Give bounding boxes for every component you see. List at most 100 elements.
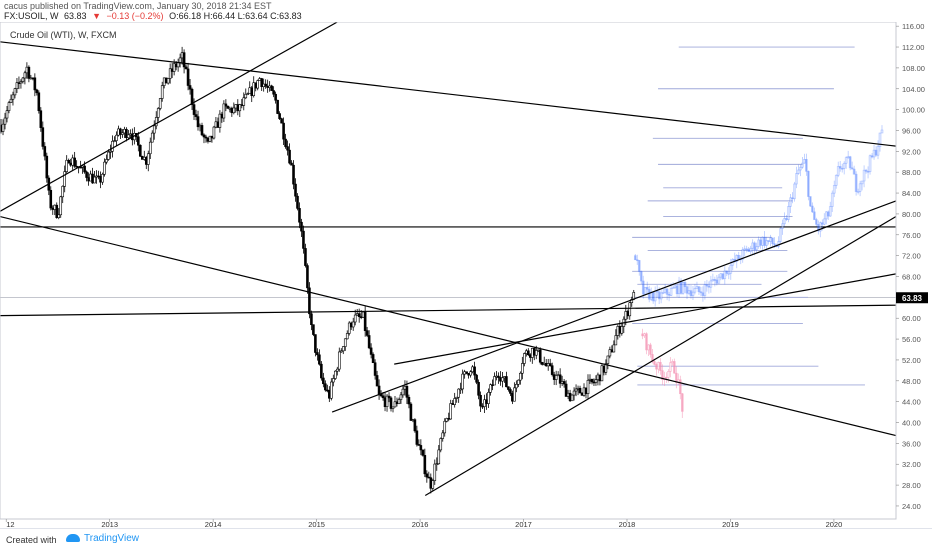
projection-up-candle-body	[805, 159, 808, 172]
price-candle-body	[461, 373, 464, 390]
projection-up-candle-body	[633, 255, 637, 261]
price-candle-body	[137, 136, 140, 146]
price-candle-body	[433, 463, 437, 481]
price-candle	[628, 301, 632, 320]
projection-up-candle-body	[787, 206, 790, 220]
price-candle	[493, 372, 496, 386]
trendline	[331, 200, 897, 413]
projection-up-candle-body	[807, 171, 810, 197]
projection-up-candle-body	[749, 247, 752, 252]
price-candle	[443, 418, 447, 437]
price-candle	[548, 358, 552, 367]
price-candle	[160, 81, 164, 102]
price-candle	[125, 127, 128, 142]
price-candle-body	[125, 128, 128, 139]
projection-up-candle	[801, 157, 804, 169]
projection-up-candle-body	[858, 183, 862, 192]
price-candle-body	[184, 66, 188, 70]
price-candle-body	[158, 98, 162, 109]
price-candle	[252, 76, 256, 98]
projection-up-candle-body	[763, 236, 766, 246]
projection-up-candle	[826, 210, 830, 220]
price-candle-body	[186, 68, 190, 86]
projection-up-candle	[643, 287, 647, 296]
price-candle	[5, 106, 9, 123]
price-candle	[7, 100, 11, 114]
price-candle	[300, 218, 303, 238]
price-candle	[515, 380, 518, 393]
price-candle	[194, 109, 198, 121]
price-candle-body	[3, 117, 7, 125]
projection-up-candle	[872, 144, 876, 160]
y-tick-label: 40.00	[902, 419, 921, 428]
price-candle	[168, 63, 172, 84]
projection-up-candle-body	[838, 166, 842, 169]
projection-up-candle	[866, 166, 870, 179]
price-candle-body	[39, 110, 43, 128]
price-candle-body	[113, 140, 116, 142]
price-candle	[256, 79, 260, 91]
projection-up-candle-body	[842, 162, 846, 169]
price-candle-body	[515, 384, 518, 389]
projection-up-candle-body	[866, 170, 870, 173]
projection-up-candle-body	[751, 242, 754, 249]
trendline	[0, 41, 897, 147]
price-candle-body	[391, 406, 395, 409]
x-tick-label: 2014	[205, 520, 222, 528]
price-candle-body	[445, 418, 449, 422]
price-candle-body	[208, 135, 212, 142]
price-candle-body	[357, 313, 361, 317]
projection-up-candle-body	[868, 155, 872, 172]
price-candle	[371, 352, 375, 364]
price-candle	[312, 324, 315, 337]
projection-up-candle	[864, 168, 868, 174]
price-candle-body	[479, 394, 482, 407]
price-candle	[387, 392, 391, 403]
price-candle-body	[439, 438, 443, 451]
price-candle	[578, 385, 582, 394]
price-candle	[45, 152, 49, 183]
price-candle-body	[369, 347, 373, 355]
price-candle	[401, 385, 405, 398]
price-candle-body	[57, 214, 61, 218]
projection-up-candle	[834, 174, 838, 189]
projection-up-candle-body	[846, 156, 850, 159]
projection-up-candle	[687, 283, 691, 296]
price-candle-body	[312, 324, 315, 335]
projection-up-candle	[721, 273, 725, 281]
price-candle-body	[606, 355, 610, 364]
price-candle	[407, 394, 411, 409]
projection-up-candle-body	[677, 280, 681, 295]
price-candle	[391, 406, 395, 413]
projection-down-candle-body	[675, 372, 678, 383]
price-candle-body	[594, 379, 598, 383]
price-candle-body	[548, 363, 552, 366]
chart-area[interactable]: 116.00 112.00 108.00 104.00 100.00 96.00 92.00…	[0, 21, 932, 529]
price-candle	[302, 225, 305, 254]
price-candle-body	[324, 383, 327, 391]
price-candle-body	[280, 118, 283, 124]
price-candle	[113, 136, 116, 143]
price-candle-body	[244, 93, 248, 99]
price-candle-body	[347, 322, 351, 334]
price-candle	[455, 396, 458, 403]
price-candle	[85, 170, 88, 182]
price-candle-body	[65, 159, 68, 172]
price-chart[interactable]: 116.00 112.00 108.00 104.00 100.00 96.00 92.00…	[0, 21, 932, 529]
projection-up-candle-body	[753, 242, 756, 251]
price-candle	[562, 379, 566, 388]
tradingview-logo[interactable]: TradingView	[66, 533, 139, 544]
price-candle-body	[33, 77, 37, 91]
projection-up-candle	[783, 212, 786, 227]
price-candle-body	[101, 173, 104, 183]
projection-up-candle-body	[697, 286, 701, 293]
price-candle-body	[310, 313, 313, 325]
price-candle-body	[604, 363, 608, 373]
price-candle-body	[119, 128, 122, 135]
price-candle-body	[341, 346, 345, 352]
price-candle	[505, 371, 508, 388]
projection-down-candle-body	[665, 376, 668, 379]
symbol-name[interactable]: FX:USOIL, W	[4, 11, 59, 21]
price-candle	[612, 340, 616, 353]
projection-up-candle-body	[743, 248, 747, 251]
